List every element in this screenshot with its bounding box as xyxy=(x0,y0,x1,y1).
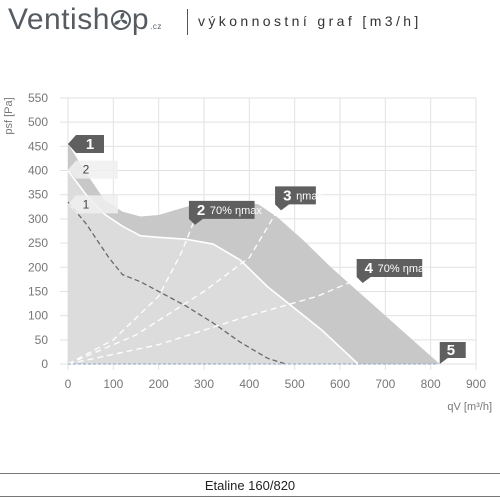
x-tick-label: 400 xyxy=(239,377,259,391)
efficiency-line xyxy=(67,276,363,365)
curve-label: 2 xyxy=(83,163,90,177)
y-tick-label: 550 xyxy=(28,91,48,105)
efficiency-label-text: 70% ηmax xyxy=(378,263,430,275)
y-tick-label: 400 xyxy=(28,164,48,178)
efficiency-line xyxy=(67,218,196,365)
y-tick-label: 450 xyxy=(28,139,48,153)
y-tick-label: 0 xyxy=(41,357,48,371)
x-tick-label: 900 xyxy=(466,377,486,391)
x-tick-label: 300 xyxy=(194,377,214,391)
x-tick-label: 800 xyxy=(421,377,441,391)
curve-label: 1 xyxy=(86,136,94,153)
x-tick-label: 0 xyxy=(65,377,72,391)
curve-label-tab xyxy=(68,160,118,179)
y-tick-label: 500 xyxy=(28,115,48,129)
y-tick-label: 50 xyxy=(35,333,49,347)
efficiency-label-box xyxy=(275,186,316,211)
efficiency-label-box xyxy=(356,258,423,283)
marker-5-box xyxy=(439,342,466,364)
footer-divider-top xyxy=(0,473,500,474)
header-separator xyxy=(187,9,188,35)
x-tick-label: 100 xyxy=(103,377,123,391)
chart-labels: 1 2 1 2 70% ηmax 3 ηmax 4 70% ηmax 5 xyxy=(68,134,466,364)
efficiency-label-number: 2 xyxy=(197,202,205,219)
curve-label-tab xyxy=(68,195,118,214)
efficiency-label-number: 4 xyxy=(365,260,374,277)
page-title: výkonnostní graf [m3/h] xyxy=(198,13,422,29)
chart-lines xyxy=(67,170,436,365)
efficiency-label-text: ηmax xyxy=(296,190,323,202)
chart-areas xyxy=(68,143,440,364)
logo-suffix: .cz xyxy=(150,22,162,31)
logo[interactable]: Ventish p.cz xyxy=(8,3,162,37)
efficiency-label-text: 70% ηmax xyxy=(210,205,262,217)
efficiency-line xyxy=(67,204,282,365)
curve-label: 1 xyxy=(83,197,90,211)
efficiency-label-number: 3 xyxy=(283,187,291,204)
logo-text-right: p xyxy=(131,3,150,36)
header: Ventish p.cz výkonnostní graf [m3/h] xyxy=(0,0,500,44)
y-tick-label: 100 xyxy=(28,309,48,323)
marker-5-label: 5 xyxy=(447,342,455,359)
x-tick-label: 500 xyxy=(285,377,305,391)
y-tick-label: 300 xyxy=(28,212,48,226)
model-name: Etaline 160/820 xyxy=(204,478,296,493)
area-curve-2 xyxy=(68,170,359,364)
y-tick-label: 250 xyxy=(28,236,48,250)
y-tick-label: 150 xyxy=(28,284,48,298)
logo-text-left: Ventish xyxy=(8,3,110,36)
fan-icon xyxy=(110,10,131,30)
y-tick-label: 350 xyxy=(28,188,48,202)
efficiency-label-box xyxy=(188,200,255,225)
x-tick-label: 700 xyxy=(375,377,395,391)
x-tick-label: 600 xyxy=(330,377,350,391)
curve-1-line xyxy=(67,201,286,365)
y-axis-label: psf [Pa] xyxy=(3,97,15,134)
x-axis-label: qV [m³/h] xyxy=(447,401,492,413)
footer-divider-bottom xyxy=(0,496,500,497)
curve-2-line xyxy=(67,170,359,365)
curve-label-tab xyxy=(68,134,104,153)
y-tick-label: 200 xyxy=(28,260,48,274)
x-tick-label: 200 xyxy=(149,377,169,391)
